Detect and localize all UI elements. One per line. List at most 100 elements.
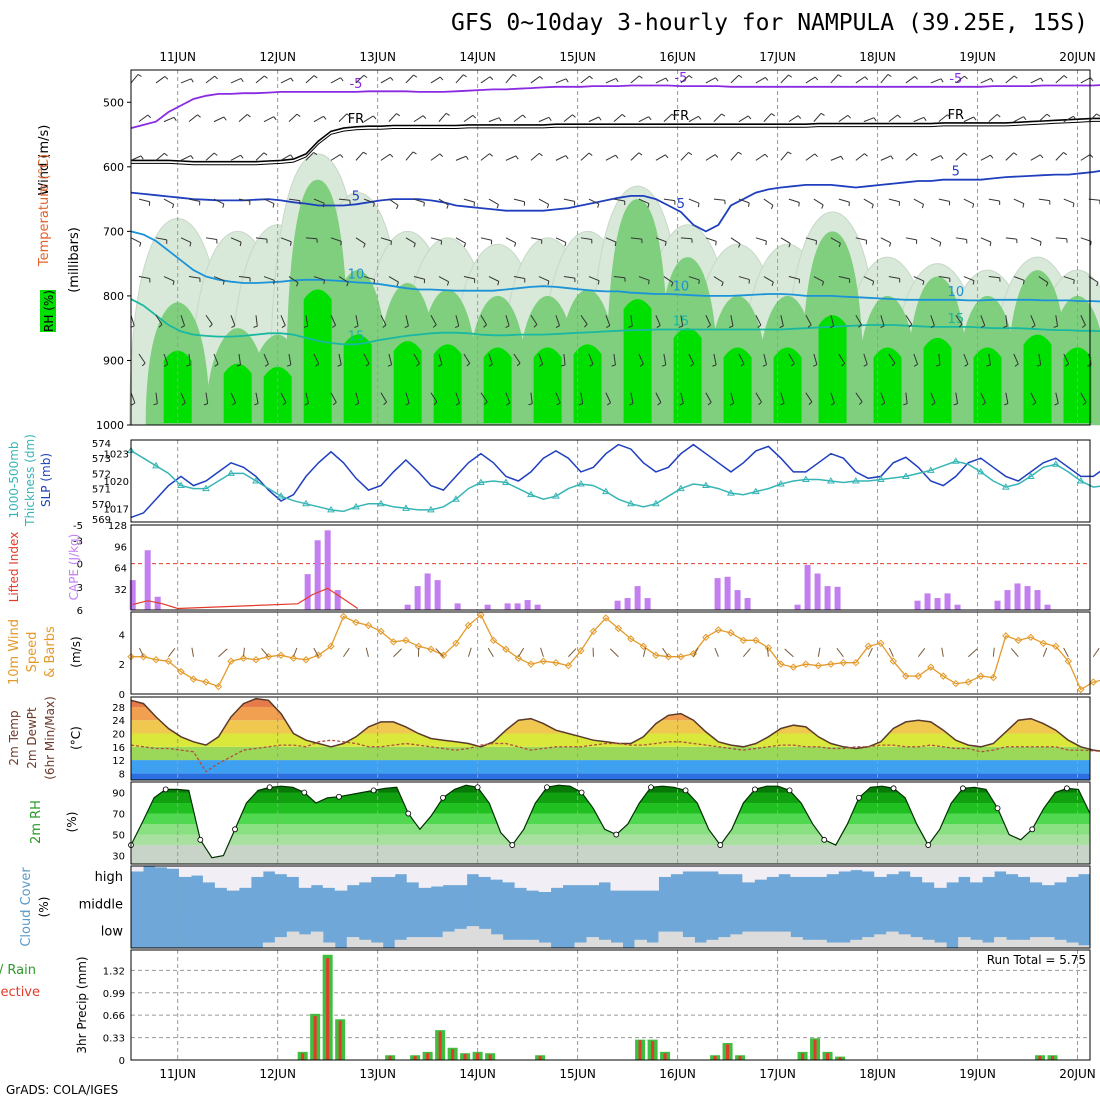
wind-barb <box>880 237 891 244</box>
cloud-high-cell <box>550 866 564 888</box>
cloud-high-cell <box>406 866 420 883</box>
cape-bar <box>914 600 921 610</box>
contour-label: 5 <box>677 197 685 212</box>
cape-bar <box>1044 604 1051 610</box>
wind-barb <box>913 198 924 205</box>
wind-barb <box>130 392 136 404</box>
wind-barb <box>905 315 913 325</box>
wind-barb-flag <box>738 243 741 248</box>
wind-barb <box>1005 315 1008 327</box>
wind-barb-flag <box>1073 115 1077 120</box>
wind-barb <box>455 74 464 84</box>
wind-barb-flag <box>556 402 561 406</box>
wind-barb <box>463 198 475 203</box>
wind-barb <box>838 198 850 203</box>
wind-barb-flag <box>814 153 818 158</box>
wind-barb-flag <box>606 325 611 329</box>
wind-barb <box>168 648 176 658</box>
rh-band <box>131 792 1090 804</box>
precip-convective-bar <box>413 1055 417 1060</box>
cloud-high-cell <box>586 866 600 886</box>
cloud-high-cell <box>430 866 444 887</box>
wind-barb-flag <box>514 242 517 247</box>
wind-barb <box>563 353 566 365</box>
wind-barb <box>680 392 684 404</box>
cloud-high-cell <box>886 866 899 875</box>
wind-barb <box>455 155 467 161</box>
wind-barb <box>580 237 592 241</box>
wind-barb-flag <box>387 364 392 367</box>
contour-label: -5 <box>674 71 687 86</box>
wind-barb <box>555 237 567 243</box>
precip-convective-bar <box>301 1053 305 1060</box>
wind-barb-flag <box>286 364 292 367</box>
cape-bar <box>634 586 641 610</box>
rh-marker <box>786 787 793 794</box>
wind-barb-flag <box>172 280 175 286</box>
wind-barb-flag <box>1013 152 1018 156</box>
wind-barb-flag <box>189 242 192 247</box>
fill-layer <box>129 153 1100 948</box>
cloud-high-cell <box>634 866 647 891</box>
li-tick-label: -5 <box>73 521 83 532</box>
cloud-high-cell <box>946 866 959 883</box>
wind-barb-flag <box>273 280 275 285</box>
wind-barb <box>413 198 425 203</box>
wind-barb <box>530 315 538 325</box>
wind-speed-marker <box>739 636 748 645</box>
wind-barb <box>213 198 225 205</box>
wind-barb <box>580 75 590 84</box>
wind-barb <box>730 74 740 84</box>
wind-barb-flag <box>989 242 992 247</box>
wind-barb <box>755 153 766 161</box>
wind-barb-flag <box>373 115 377 120</box>
wind-barb <box>930 237 942 243</box>
wind-speed-marker <box>977 672 985 680</box>
wind-barb <box>580 314 588 325</box>
wind-barb <box>830 315 835 327</box>
wind-barb <box>313 647 319 657</box>
wind-barb-flag <box>864 76 869 80</box>
wind-barb-flag <box>788 74 793 78</box>
wind-barb <box>355 237 366 245</box>
wind-barb <box>980 237 992 243</box>
cape-bar <box>924 593 931 610</box>
wind-barb <box>980 315 986 326</box>
wind-barb-flag <box>1032 402 1037 406</box>
cloud-high-cell <box>850 866 863 871</box>
wind-barb <box>663 276 674 284</box>
cloud-low-cell <box>694 942 707 948</box>
wind-barb-flag <box>240 78 244 83</box>
wind-barb <box>505 237 516 244</box>
cloud-low-cell <box>442 931 456 948</box>
cape-bar <box>834 586 841 610</box>
wind-barb <box>563 114 573 123</box>
wind-barb-flag <box>561 364 566 367</box>
cloud-high-cell <box>166 866 180 869</box>
wind-barb-flag <box>679 402 684 406</box>
wind-barb <box>863 276 874 282</box>
wind-barb <box>680 75 690 84</box>
cloud-low-cell <box>850 939 863 948</box>
wind-barb-flag <box>1040 77 1044 82</box>
cape-bar <box>144 550 151 610</box>
precip-tick-label: 0.99 <box>103 989 125 1000</box>
wind-speed-marker <box>189 675 198 683</box>
wind-barb-flag <box>939 242 942 247</box>
wind-barb-flag <box>346 282 349 287</box>
cloud-low-cell <box>310 931 324 948</box>
thickness-marker <box>502 478 510 486</box>
wind-speed-marker <box>714 626 723 634</box>
wind-barb-flag <box>611 364 616 367</box>
cape-tick-label: 96 <box>114 542 127 553</box>
wind-barb <box>480 392 488 403</box>
wind-barb-flag <box>546 204 550 209</box>
wind-barb-flag <box>405 402 410 406</box>
wind-barb-flag <box>153 403 158 406</box>
wind-speed-marker <box>227 657 235 665</box>
wind-barb <box>755 392 762 403</box>
wind-barb <box>455 392 460 404</box>
wind-barb-flag <box>264 363 269 367</box>
wind-barb-flag <box>390 240 392 246</box>
wind-speed-marker <box>1039 639 1048 648</box>
